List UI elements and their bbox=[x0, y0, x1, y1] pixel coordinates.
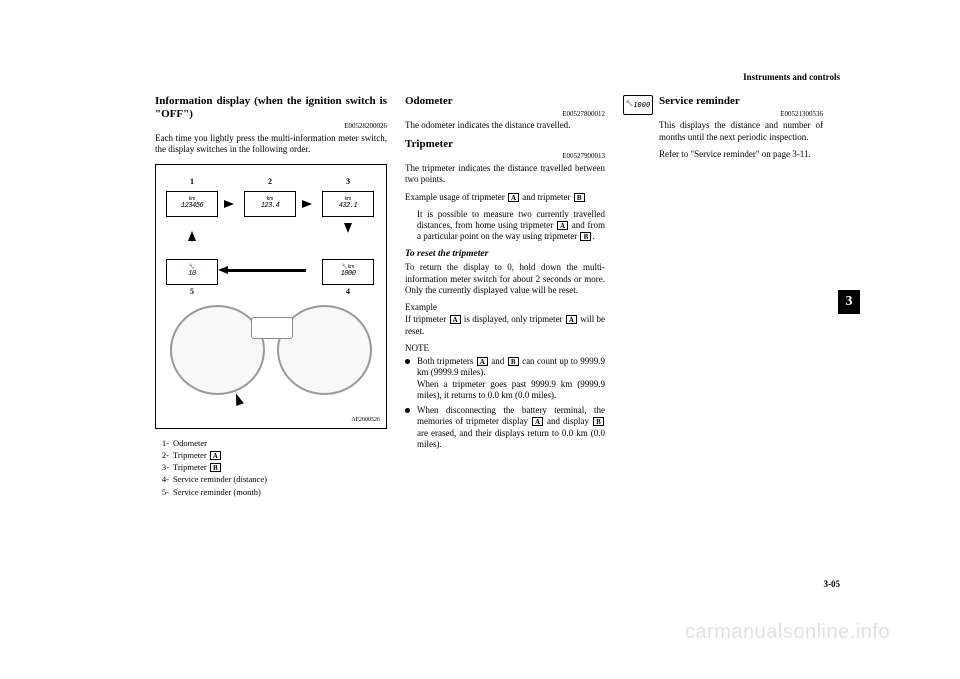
lcd-trip-a: km 123.4 bbox=[244, 191, 296, 217]
arrow-2-3 bbox=[302, 200, 312, 208]
tripmeter-example-detail: It is possible to measure two currently … bbox=[405, 209, 605, 243]
watermark: carmanualsonline.info bbox=[685, 621, 890, 644]
box-b-icon: B bbox=[593, 417, 604, 426]
legend-text: Odometer bbox=[173, 437, 207, 449]
figure-id: AF2000526 bbox=[351, 417, 380, 425]
box-a-icon: A bbox=[477, 357, 488, 366]
legend-num: 5- bbox=[155, 486, 169, 498]
code-1: E00528200026 bbox=[155, 122, 387, 131]
chapter-tab: 3 bbox=[838, 290, 860, 314]
page-content: Information display (when the ignition s… bbox=[155, 95, 835, 498]
arrow-1-2 bbox=[224, 200, 234, 208]
reset-subheading: To reset the tripmeter bbox=[405, 249, 605, 261]
lcd-odometer: km 123456 bbox=[166, 191, 218, 217]
legend-row: 4- Service reminder (distance) bbox=[155, 473, 387, 485]
lcd-service-month: 🔧 10 bbox=[166, 259, 218, 285]
note-heading: NOTE bbox=[405, 343, 605, 354]
header-section: Instruments and controls bbox=[743, 72, 840, 82]
display-cycle-figure: 1 2 3 4 5 km 123456 km 123.4 km 432.1 bbox=[155, 164, 387, 429]
legend-row: 1- Odometer bbox=[155, 437, 387, 449]
fig-label-3: 3 bbox=[346, 177, 350, 187]
legend-text: Tripmeter B bbox=[173, 461, 222, 473]
legend-num: 1- bbox=[155, 437, 169, 449]
legend-row: 5- Service reminder (month) bbox=[155, 486, 387, 498]
figure-lower bbox=[164, 305, 378, 410]
odometer-text: The odometer indicates the distance trav… bbox=[405, 120, 605, 131]
tripmeter-example-usage: Example usage of tripmeter A and tripmet… bbox=[405, 192, 605, 203]
note-item: When disconnecting the battery terminal,… bbox=[405, 405, 605, 450]
box-a-icon: A bbox=[450, 315, 461, 324]
box-b-icon: B bbox=[574, 193, 585, 202]
fig-label-2: 2 bbox=[268, 177, 272, 187]
odometer-heading: Odometer bbox=[405, 95, 605, 108]
box-b-icon: B bbox=[580, 232, 591, 241]
fig-label-4: 4 bbox=[346, 287, 350, 297]
lcd3-val: 432.1 bbox=[339, 202, 358, 211]
legend-text: Service reminder (month) bbox=[173, 486, 261, 498]
code-trip: E00527900013 bbox=[405, 152, 605, 161]
box-a-icon: A bbox=[566, 315, 577, 324]
arrow-3-4 bbox=[344, 223, 352, 233]
service-reminder-p2: Refer to "Service reminder" on page 3-11… bbox=[659, 149, 823, 160]
switch-arrow-icon bbox=[232, 392, 244, 406]
service-icon-value: 1000 bbox=[633, 101, 650, 110]
legend-row: 3- Tripmeter B bbox=[155, 461, 387, 473]
column-2: Odometer E00527800012 The odometer indic… bbox=[405, 95, 605, 498]
legend-num: 3- bbox=[155, 461, 169, 473]
box-a-icon: A bbox=[210, 451, 221, 460]
legend-text: Service reminder (distance) bbox=[173, 473, 267, 485]
lcd2-val: 123.4 bbox=[261, 202, 280, 211]
service-reminder-icon: 🔧 1000 bbox=[623, 95, 653, 115]
lcd4-val: 1000 bbox=[341, 270, 356, 279]
instrument-cluster bbox=[164, 305, 378, 410]
box-a-icon: A bbox=[508, 193, 519, 202]
legend-row: 2- Tripmeter A bbox=[155, 449, 387, 461]
box-a-icon: A bbox=[532, 417, 543, 426]
box-a-icon: A bbox=[557, 221, 568, 230]
lcd5-val: 10 bbox=[188, 270, 195, 279]
fig-label-1: 1 bbox=[190, 177, 194, 187]
example-label: Example bbox=[405, 302, 605, 313]
service-reminder-body: Service reminder E00521300536 This displ… bbox=[659, 95, 823, 166]
lcd1-val: 123456 bbox=[181, 202, 203, 211]
note-item: Both tripmeters A and B can count up to … bbox=[405, 356, 605, 401]
service-reminder-p1: This displays the distance and number of… bbox=[659, 120, 823, 143]
page-number: 3-05 bbox=[824, 579, 841, 589]
lcd-trip-b: km 432.1 bbox=[322, 191, 374, 217]
column-3: 🔧 1000 Service reminder E00521300536 Thi… bbox=[623, 95, 823, 498]
lcd-service-dist: 🔧km 1000 bbox=[322, 259, 374, 285]
box-b-icon: B bbox=[210, 463, 221, 472]
arrow-5-1 bbox=[188, 231, 196, 241]
wrench-icon: 🔧 bbox=[626, 101, 633, 109]
tripmeter-intro: The tripmeter indicates the distance tra… bbox=[405, 163, 605, 186]
service-reminder-heading: Service reminder bbox=[659, 95, 823, 108]
code-odo: E00527800012 bbox=[405, 110, 605, 119]
example-text: If tripmeter A is displayed, only tripme… bbox=[405, 314, 605, 337]
legend-text: Tripmeter A bbox=[173, 449, 222, 461]
box-b-icon: B bbox=[508, 357, 519, 366]
code-service: E00521300536 bbox=[659, 110, 823, 119]
info-display-intro: Each time you lightly press the multi-in… bbox=[155, 133, 387, 156]
info-display-heading: Information display (when the ignition s… bbox=[155, 95, 387, 120]
figure-upper: 1 2 3 4 5 km 123456 km 123.4 km 432.1 bbox=[164, 173, 378, 298]
gauge-center-lcd bbox=[251, 317, 293, 339]
note-list: Both tripmeters A and B can count up to … bbox=[405, 356, 605, 450]
fig-label-5: 5 bbox=[190, 287, 194, 297]
tripmeter-heading: Tripmeter bbox=[405, 138, 605, 151]
figure-legend: 1- Odometer 2- Tripmeter A 3- Tripmeter … bbox=[155, 437, 387, 499]
legend-num: 2- bbox=[155, 449, 169, 461]
column-1: Information display (when the ignition s… bbox=[155, 95, 387, 498]
legend-num: 4- bbox=[155, 473, 169, 485]
service-reminder-row: 🔧 1000 Service reminder E00521300536 Thi… bbox=[623, 95, 823, 166]
reset-text: To return the display to 0, hold down th… bbox=[405, 262, 605, 296]
